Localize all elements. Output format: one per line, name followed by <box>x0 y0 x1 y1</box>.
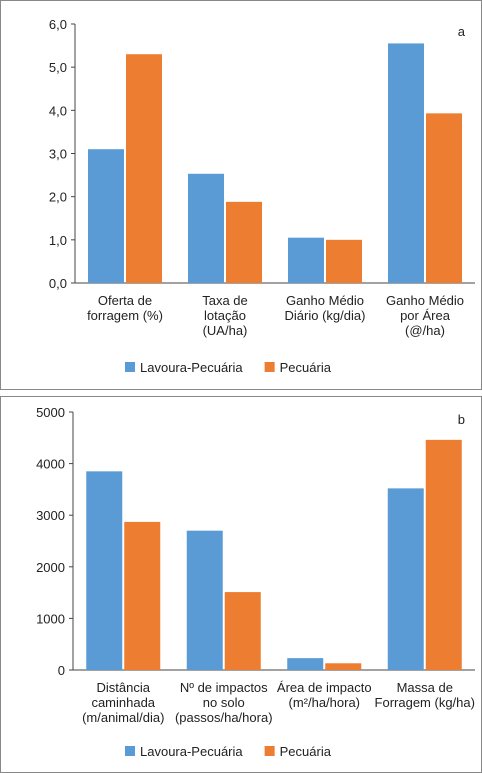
y-tick-label: 4,0 <box>49 103 67 118</box>
panel-label: a <box>458 24 466 39</box>
bar <box>425 439 462 670</box>
x-tick-label: Distância caminhada (m/animal/dia) <box>82 680 164 725</box>
bar <box>426 113 462 283</box>
y-tick-label: 2000 <box>36 560 65 575</box>
bar <box>288 237 324 283</box>
bar <box>126 54 162 283</box>
y-tick-label: 1000 <box>36 611 65 626</box>
y-tick-label: 2,0 <box>49 190 67 205</box>
x-tick-label: Ganho Médio Diário (kg/dia) <box>285 293 366 323</box>
y-tick-label: 4000 <box>36 457 65 472</box>
bar <box>86 471 123 670</box>
legend-swatch <box>125 746 135 756</box>
x-tick-label: Área de impacto (m²/ha/hora) <box>277 680 372 710</box>
bar <box>226 201 262 283</box>
panel-label: b <box>458 412 465 427</box>
bar <box>325 663 362 670</box>
bar <box>287 658 324 670</box>
bar <box>186 530 223 670</box>
legend-label: Pecuária <box>280 360 332 375</box>
y-tick-label: 3,0 <box>49 147 67 162</box>
bar <box>326 239 362 283</box>
x-tick-label: Massa de Forragem (kg/ha) <box>375 680 475 710</box>
y-tick-label: 6,0 <box>49 17 67 32</box>
y-tick-label: 5000 <box>36 405 65 420</box>
y-tick-label: 1,0 <box>49 233 67 248</box>
y-tick-label: 0 <box>58 663 65 678</box>
x-tick-label: Nº de impactos no solo (passos/ha/hora) <box>175 680 273 725</box>
x-tick-label: Taxa de lotação (UA/ha) <box>202 293 248 338</box>
bar <box>188 173 224 283</box>
y-tick-label: 5,0 <box>49 60 67 75</box>
legend-label: Pecuária <box>280 744 332 759</box>
bar <box>88 149 124 283</box>
bar <box>388 43 424 283</box>
bar <box>387 488 424 670</box>
legend-swatch <box>264 362 275 372</box>
legend-label: Lavoura-Pecuária <box>140 744 243 759</box>
x-tick-label: Ganho Médio por Área (@/ha) <box>386 293 464 338</box>
legend-swatch <box>125 362 135 372</box>
bar <box>224 592 261 670</box>
x-tick-label: Oferta de forragem (%) <box>87 293 163 323</box>
y-tick-label: 3000 <box>36 508 65 523</box>
bar <box>124 521 161 670</box>
legend-label: Lavoura-Pecuária <box>140 360 243 375</box>
y-tick-label: 0,0 <box>49 276 67 291</box>
legend-swatch <box>264 746 275 756</box>
